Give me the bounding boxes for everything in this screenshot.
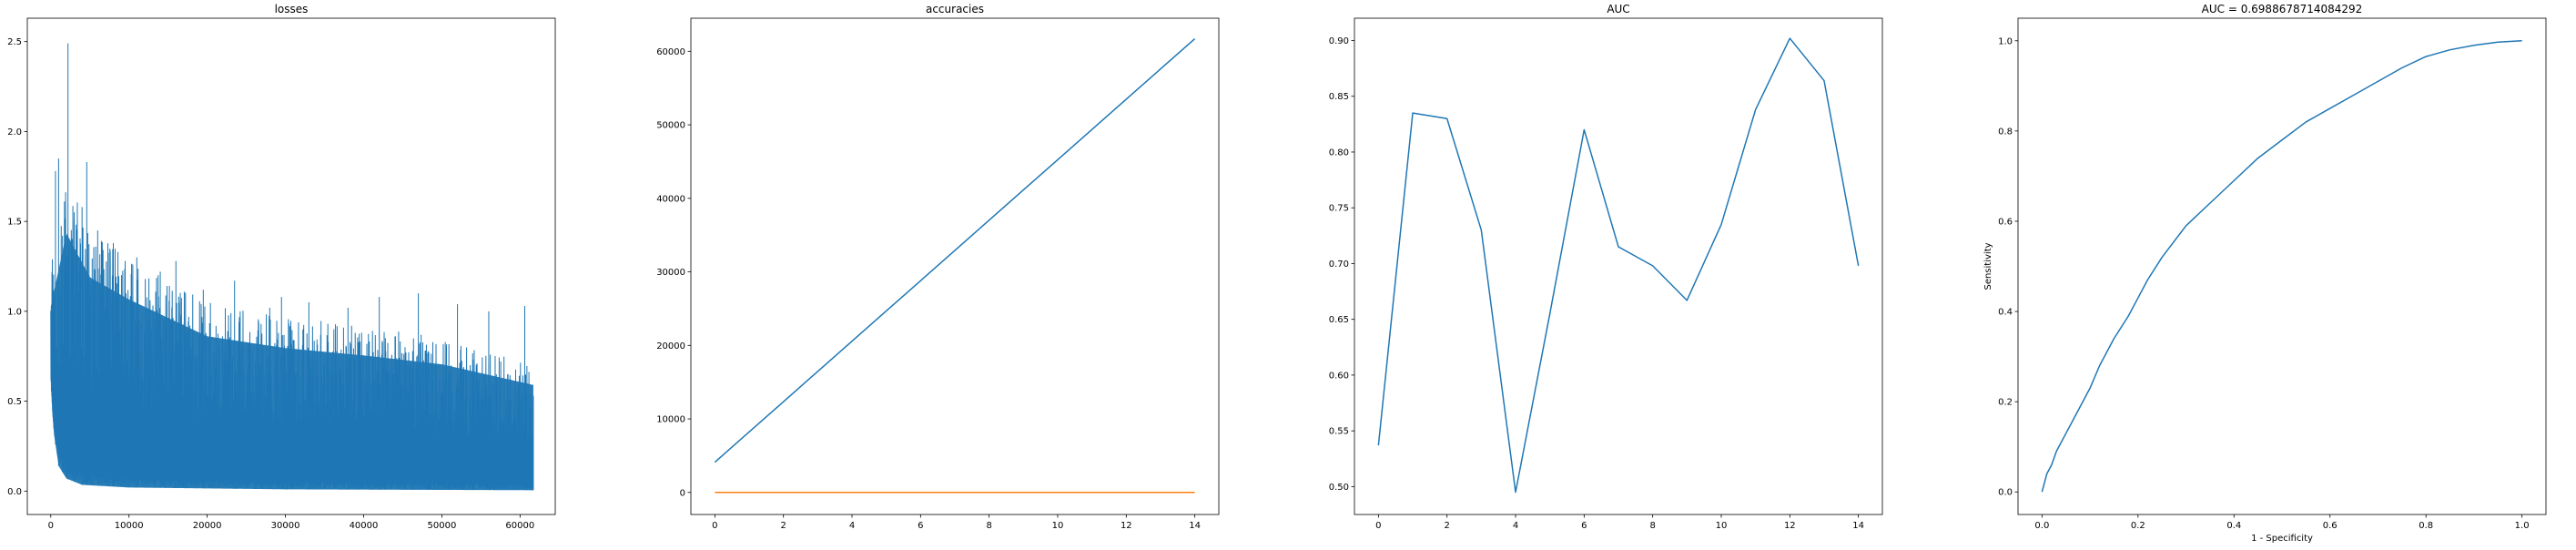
y-axis-label: Sensitivity <box>1983 242 1993 290</box>
y-tick-label: 0.2 <box>1998 398 2013 408</box>
y-tick-label: 20000 <box>656 341 685 351</box>
x-tick-label: 0 <box>1375 521 1381 531</box>
y-tick-label: 2.0 <box>7 127 22 138</box>
y-tick-label: 60000 <box>656 47 685 57</box>
x-tick-label: 10 <box>1716 521 1728 531</box>
axes-frame <box>690 17 1220 515</box>
x-tick-label: 6 <box>1581 521 1587 531</box>
x-tick-label: 6 <box>918 521 923 531</box>
series-line <box>714 37 1196 463</box>
axes-frame <box>1354 17 1883 515</box>
y-tick-label: 0.4 <box>1998 308 2013 318</box>
y-tick-label: 0.80 <box>1329 148 1349 158</box>
x-tick-label: 8 <box>986 521 991 531</box>
y-tick-label: 0.5 <box>7 397 22 407</box>
series-group <box>1377 37 1860 494</box>
tick-group: 0 10000 20000 30000 40000 50000 60000 0.0 0.5 1.0… <box>7 37 534 531</box>
series-line <box>2041 40 2522 493</box>
y-tick-label: 1.0 <box>1998 36 2013 46</box>
y-tick-label: 0.0 <box>1998 488 2013 498</box>
x-tick-label: 0 <box>48 521 54 531</box>
y-tick-label: 2.5 <box>7 37 22 47</box>
x-tick-label: 12 <box>1121 521 1132 531</box>
series-group <box>714 37 1196 494</box>
x-tick-label: 0.4 <box>2226 521 2241 531</box>
x-tick-label: 2 <box>1445 521 1450 531</box>
tick-group: 0 2 4 6 8 10 12 14 0.50 0.55 0.60 0.65 0.70 0.75 0.80 0… <box>1329 36 1864 531</box>
x-tick-label: 0 <box>712 521 717 531</box>
tick-group: 0.0 0.2 0.4 0.6 0.8 1.0 0.0 0.2 0.4 0.6 0.8 1.0 <box>1998 36 2529 531</box>
tick-group: 0 2 4 6 8 10 12 14 0 10000 20000 30000 40000 50000 600… <box>656 47 1201 531</box>
x-tick-label: 10000 <box>115 521 144 531</box>
chart-title: AUC <box>1607 3 1629 15</box>
x-tick-label: 4 <box>1513 521 1518 531</box>
x-tick-label: 0.6 <box>2323 521 2338 531</box>
x-tick-label: 2 <box>781 521 786 531</box>
y-tick-label: 50000 <box>656 121 685 131</box>
chart-losses: 0 10000 20000 30000 40000 50000 60000 0.0 0.5 1.0… <box>7 3 556 531</box>
axes-frame <box>2017 17 2547 515</box>
y-tick-label: 10000 <box>656 415 685 425</box>
x-axis-label: 1 - Specificity <box>2251 534 2313 544</box>
chart-title: accuracies <box>926 3 984 15</box>
y-tick-label: 1.0 <box>7 307 22 317</box>
x-tick-label: 40000 <box>350 521 379 531</box>
y-tick-label: 0 <box>680 488 685 498</box>
x-tick-label: 12 <box>1784 521 1796 531</box>
series-band <box>50 233 533 491</box>
y-tick-label: 40000 <box>656 194 685 204</box>
series-line <box>1377 37 1860 494</box>
y-tick-label: 0.75 <box>1329 204 1349 214</box>
x-tick-label: 30000 <box>271 521 300 531</box>
chart-title: losses <box>275 3 309 15</box>
chart-accuracies: 0 2 4 6 8 10 12 14 0 10000 20000 30000 40000 50000 600… <box>656 3 1220 531</box>
y-tick-label: 0.65 <box>1329 315 1349 325</box>
x-tick-label: 0.0 <box>2034 521 2049 531</box>
x-tick-label: 60000 <box>505 521 534 531</box>
y-tick-label: 0.90 <box>1329 36 1349 46</box>
x-tick-label: 8 <box>1649 521 1655 531</box>
x-tick-label: 20000 <box>193 521 222 531</box>
y-tick-label: 0.60 <box>1329 371 1349 381</box>
y-tick-label: 30000 <box>656 268 685 278</box>
y-tick-label: 0.70 <box>1329 260 1349 270</box>
series-group <box>50 43 534 491</box>
y-tick-label: 0.85 <box>1329 92 1349 102</box>
x-tick-label: 1.0 <box>2515 521 2530 531</box>
chart-roc-curve: 0.0 0.2 0.4 0.6 0.8 1.0 0.0 0.2 0.4 0.6 0.8 1.0 AUC… <box>1983 3 2547 544</box>
x-tick-label: 14 <box>1189 521 1201 531</box>
y-tick-label: 0.8 <box>1998 127 2013 137</box>
x-tick-label: 0.2 <box>2131 521 2145 531</box>
y-tick-label: 0.50 <box>1329 483 1349 493</box>
x-tick-label: 10 <box>1052 521 1064 531</box>
x-tick-label: 0.8 <box>2419 521 2433 531</box>
x-tick-label: 14 <box>1852 521 1864 531</box>
y-tick-label: 0.6 <box>1998 217 2013 227</box>
x-tick-label: 50000 <box>428 521 457 531</box>
axes-frame <box>26 17 556 515</box>
y-tick-label: 1.5 <box>7 218 22 228</box>
series-group <box>2041 40 2522 493</box>
y-tick-label: 0.55 <box>1329 427 1349 437</box>
y-tick-label: 0.0 <box>7 487 22 497</box>
chart-title: AUC = 0.6988678714084292 <box>2202 3 2363 15</box>
chart-auc: 0 2 4 6 8 10 12 14 0.50 0.55 0.60 0.65 0.70 0.75 0.80 0… <box>1329 3 1883 531</box>
x-tick-label: 4 <box>849 521 855 531</box>
